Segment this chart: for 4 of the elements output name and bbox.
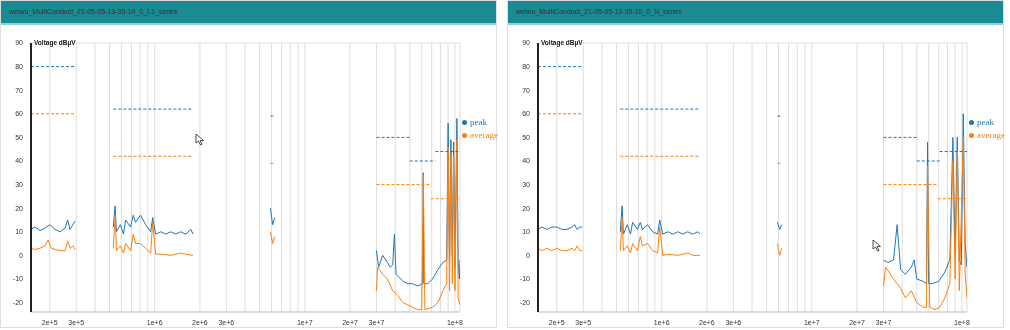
legend-label: average [470,130,498,140]
legend-label: peak [977,117,994,127]
legend-label: average [977,130,1005,140]
legend-label: peak [470,117,487,127]
